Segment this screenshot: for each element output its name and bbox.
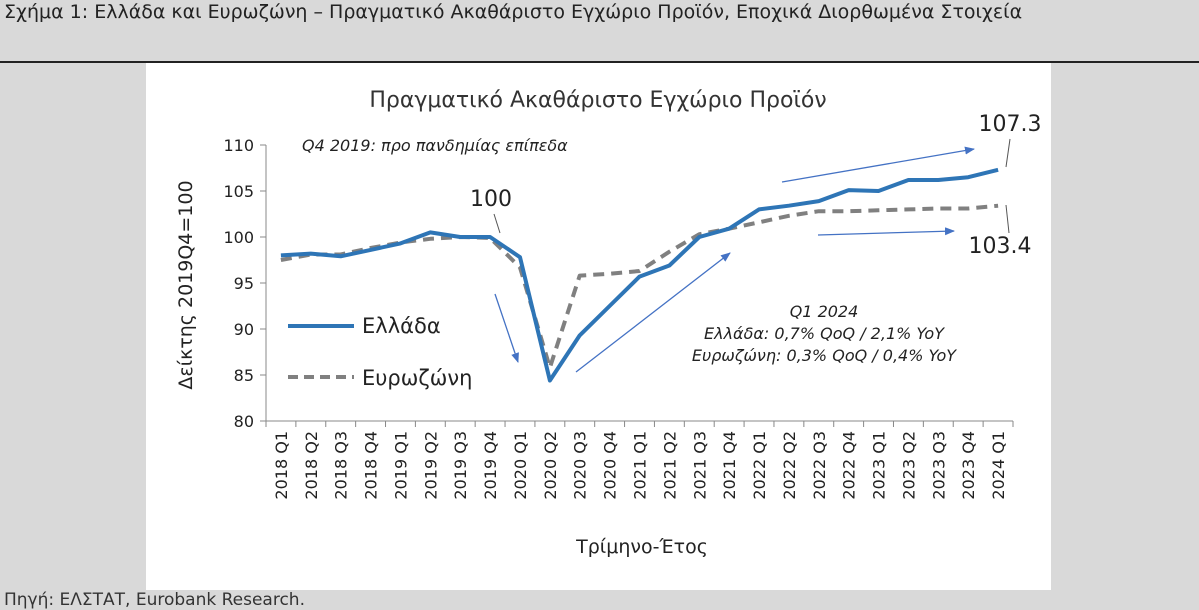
x-tick-label: 2022 Q4 bbox=[840, 431, 859, 500]
x-tick-label: 2024 Q1 bbox=[989, 431, 1008, 500]
series-lines bbox=[280, 167, 999, 383]
x-tick-label: 2022 Q1 bbox=[750, 431, 769, 500]
y-tick-label: 110 bbox=[223, 136, 254, 155]
x-tick-label: 2018 Q1 bbox=[272, 431, 291, 500]
x-tick-label: 2023 Q3 bbox=[929, 431, 948, 500]
x-tick-label: 2018 Q4 bbox=[362, 431, 381, 500]
x-tick-label: 2022 Q3 bbox=[810, 431, 829, 500]
x-tick-label: 2019 Q4 bbox=[481, 431, 500, 500]
label-100-leader bbox=[493, 213, 501, 234]
y-tick-label: 105 bbox=[223, 182, 254, 201]
x-tick-label: 2019 Q1 bbox=[391, 431, 410, 500]
x-tick-label: 2018 Q3 bbox=[332, 431, 351, 500]
x-tick-label: 2021 Q2 bbox=[660, 431, 679, 500]
x-axis-label: Τρίμηνο-Έτος bbox=[575, 536, 708, 558]
x-tick-label: 2021 Q1 bbox=[631, 431, 650, 500]
series-line-greece bbox=[280, 167, 999, 383]
chart-title: Πραγματικό Ακαθάριστο Εγχώριο Προϊόν bbox=[369, 88, 826, 113]
x-tick-label: 2023 Q4 bbox=[959, 431, 978, 500]
q1-euro-stats: Ευρωζώνη: 0,3% QoQ / 0,4% YoY bbox=[692, 346, 957, 365]
pre-pandemic-note: Q4 2019: προ πανδημίας επίπεδα bbox=[302, 136, 568, 155]
label-greece-last: 107.3 bbox=[979, 112, 1042, 137]
x-tick-label: 2018 Q2 bbox=[302, 431, 321, 500]
title-divider bbox=[0, 61, 1199, 63]
y-tick-label: 80 bbox=[234, 412, 254, 431]
y-ticks: 80 85 90 95 100 105 110 bbox=[223, 136, 266, 431]
trend-arrow-drop bbox=[494, 293, 519, 363]
q1-greece-stats: Ελλάδα: 0,7% QoQ / 2,1% YoY bbox=[704, 324, 945, 343]
trend-arrow-recovery bbox=[575, 252, 731, 373]
y-tick-label: 85 bbox=[234, 366, 254, 385]
trend-arrow-greece-growth bbox=[781, 146, 975, 183]
y-axis-label: Δείκτης 2019Q4=100 bbox=[175, 180, 197, 389]
x-tick-label: 2020 Q2 bbox=[541, 431, 560, 500]
chart-panel: Πραγματικό Ακαθάριστο Εγχώριο Προϊόν Δεί… bbox=[146, 63, 1051, 590]
x-tick-label: 2021 Q4 bbox=[720, 431, 739, 500]
legend-euro-label: Ευρωζώνη bbox=[362, 366, 472, 390]
label-greece-leader bbox=[1005, 138, 1011, 168]
x-tick-label: 2019 Q2 bbox=[421, 431, 440, 500]
figure-title: Σχήμα 1: Ελλάδα και Ευρωζώνη – Πραγματικ… bbox=[4, 1, 1023, 23]
y-tick-label: 95 bbox=[234, 274, 254, 293]
y-tick-label: 100 bbox=[223, 228, 254, 247]
trend-arrows bbox=[494, 146, 975, 373]
series-line-eurozone bbox=[280, 203, 999, 370]
legend-greece-label: Ελλάδα bbox=[362, 314, 441, 338]
x-tick-label: 2020 Q4 bbox=[601, 431, 620, 500]
label-euro-last: 103.4 bbox=[969, 234, 1032, 259]
y-tick-label: 90 bbox=[234, 320, 254, 339]
trend-arrow-euro-growth bbox=[817, 227, 955, 236]
x-tick-label: 2023 Q2 bbox=[899, 431, 918, 500]
x-tick-label: 2020 Q3 bbox=[571, 431, 590, 500]
x-tick-label: 2022 Q2 bbox=[780, 431, 799, 500]
q1-title: Q1 2024 bbox=[790, 302, 859, 321]
source-note: Πηγή: ΕΛΣΤΑΤ, Eurobank Research. bbox=[4, 590, 305, 610]
gdp-line-chart: Πραγματικό Ακαθάριστο Εγχώριο Προϊόν Δεί… bbox=[175, 88, 1042, 558]
legend: Ελλάδα Ευρωζώνη bbox=[288, 314, 472, 390]
x-tick-label: 2020 Q1 bbox=[511, 431, 530, 500]
x-tick-label: 2023 Q1 bbox=[870, 431, 889, 500]
x-ticks: 2018 Q1 2018 Q2 2018 Q3 2018 Q4 2019 Q1 2019 … bbox=[265, 421, 1014, 500]
x-tick-label: 2019 Q3 bbox=[451, 431, 470, 500]
label-euro-leader bbox=[1005, 204, 1010, 234]
label-100: 100 bbox=[470, 187, 512, 212]
x-tick-label: 2021 Q3 bbox=[690, 431, 709, 500]
